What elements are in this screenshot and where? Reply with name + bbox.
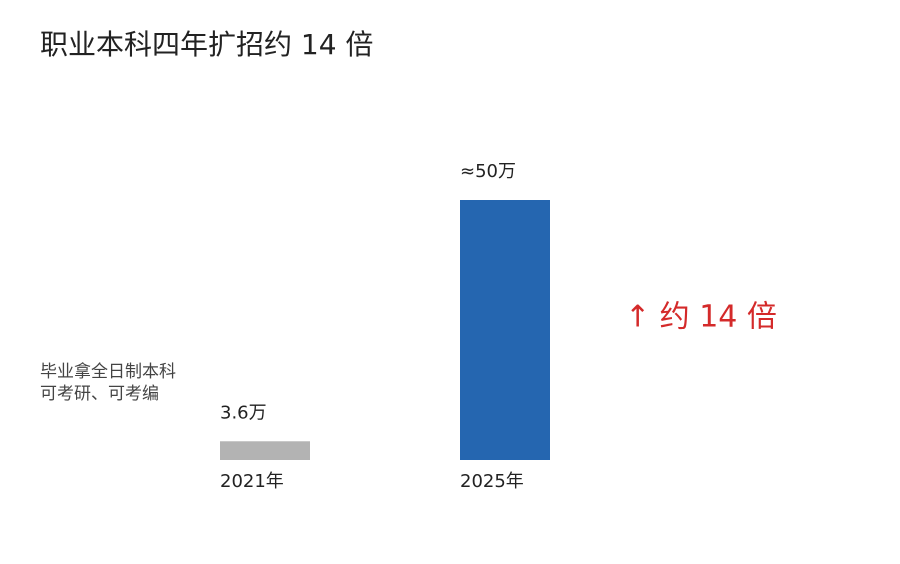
chart-title: 职业本科四年扩招约 14 倍	[40, 28, 373, 61]
annotation: ↑ 约 14 倍	[625, 300, 777, 335]
value-label: 3.6万	[220, 402, 267, 423]
bar	[220, 441, 310, 460]
annotation: 毕业拿全日制本科	[40, 361, 176, 382]
x-tick-label: 2025年	[460, 471, 524, 492]
x-tick-label: 2021年	[220, 471, 284, 492]
value-label: ≈50万	[460, 161, 516, 182]
bar	[460, 200, 550, 460]
annotation: 可考研、可考编	[40, 384, 159, 404]
